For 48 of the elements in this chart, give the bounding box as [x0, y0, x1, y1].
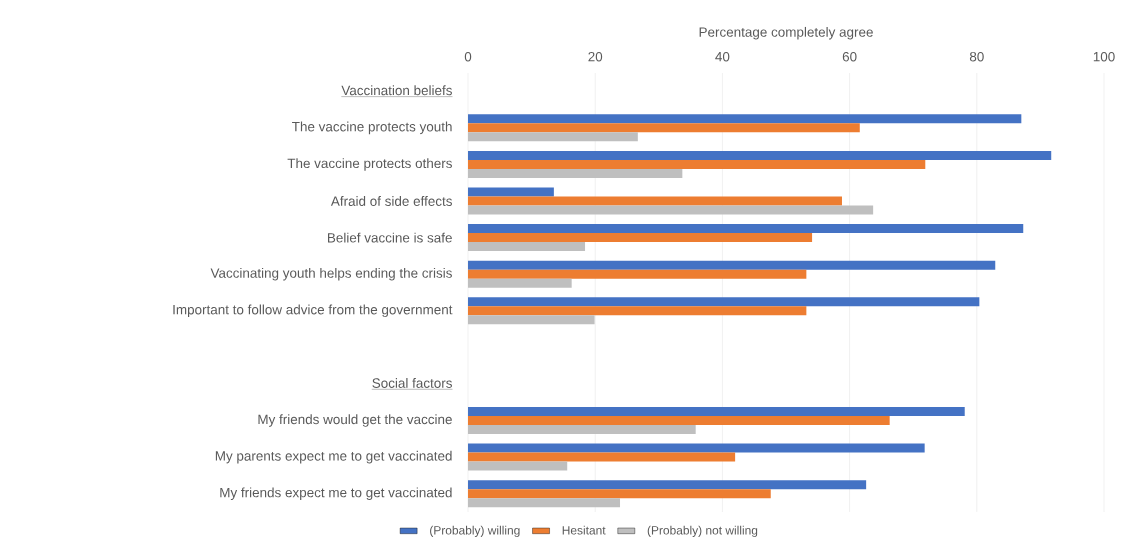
bar	[468, 205, 874, 215]
y-tick-label: Important to follow advice from the government	[173, 304, 453, 318]
bar	[468, 315, 595, 325]
y-tick-label: Vaccination beliefs	[341, 85, 452, 96]
bar	[468, 159, 926, 169]
x-tick-label: 60	[842, 51, 857, 62]
x-tick-label: 20	[588, 51, 603, 62]
bar	[468, 489, 771, 499]
bar	[468, 443, 925, 453]
bar	[468, 224, 1024, 234]
bar	[468, 168, 683, 178]
bar	[468, 425, 696, 435]
bar	[468, 407, 965, 417]
bar	[468, 123, 860, 133]
bar	[468, 416, 890, 426]
bar	[468, 150, 1052, 160]
y-tick-label: My friends expect me to get vaccinated	[220, 487, 452, 500]
x-tick-label: 0	[464, 51, 472, 62]
bar	[468, 269, 807, 279]
bar	[468, 260, 996, 270]
bar	[468, 132, 638, 142]
bar	[468, 498, 621, 508]
y-tick-label: The vaccine protects youth	[292, 121, 452, 135]
legend-label: Hesitant	[562, 525, 606, 535]
bar	[468, 233, 813, 243]
bar	[468, 278, 572, 288]
bar	[468, 452, 736, 462]
y-tick-label: Belief vaccine is safe	[328, 232, 452, 243]
y-tick-label: Vaccinating youth helps ending the crisis	[210, 267, 452, 281]
bar	[468, 461, 568, 471]
bar	[468, 297, 980, 307]
y-tick-label: Afraid of side effects	[330, 196, 452, 206]
bar	[468, 306, 807, 316]
bar	[468, 196, 842, 206]
bar	[468, 480, 867, 490]
x-tick-label: 80	[969, 51, 984, 62]
bar	[468, 114, 1022, 124]
x-tick-label: 100	[1093, 51, 1115, 62]
legend-label: (Probably) willing	[430, 525, 520, 537]
y-tick-label: The vaccine protects others	[287, 158, 452, 171]
bar	[468, 242, 586, 252]
x-axis-title: Percentage completely agree	[699, 26, 873, 40]
y-tick-label: Social factors	[372, 378, 452, 388]
legend-label: (Probably) not willing	[647, 525, 758, 537]
y-tick-label: My friends would get the vaccine	[258, 414, 452, 427]
y-tick-label: My parents expect me to get vaccinated	[215, 450, 452, 464]
bar	[468, 187, 554, 197]
x-tick-label: 40	[715, 51, 730, 62]
